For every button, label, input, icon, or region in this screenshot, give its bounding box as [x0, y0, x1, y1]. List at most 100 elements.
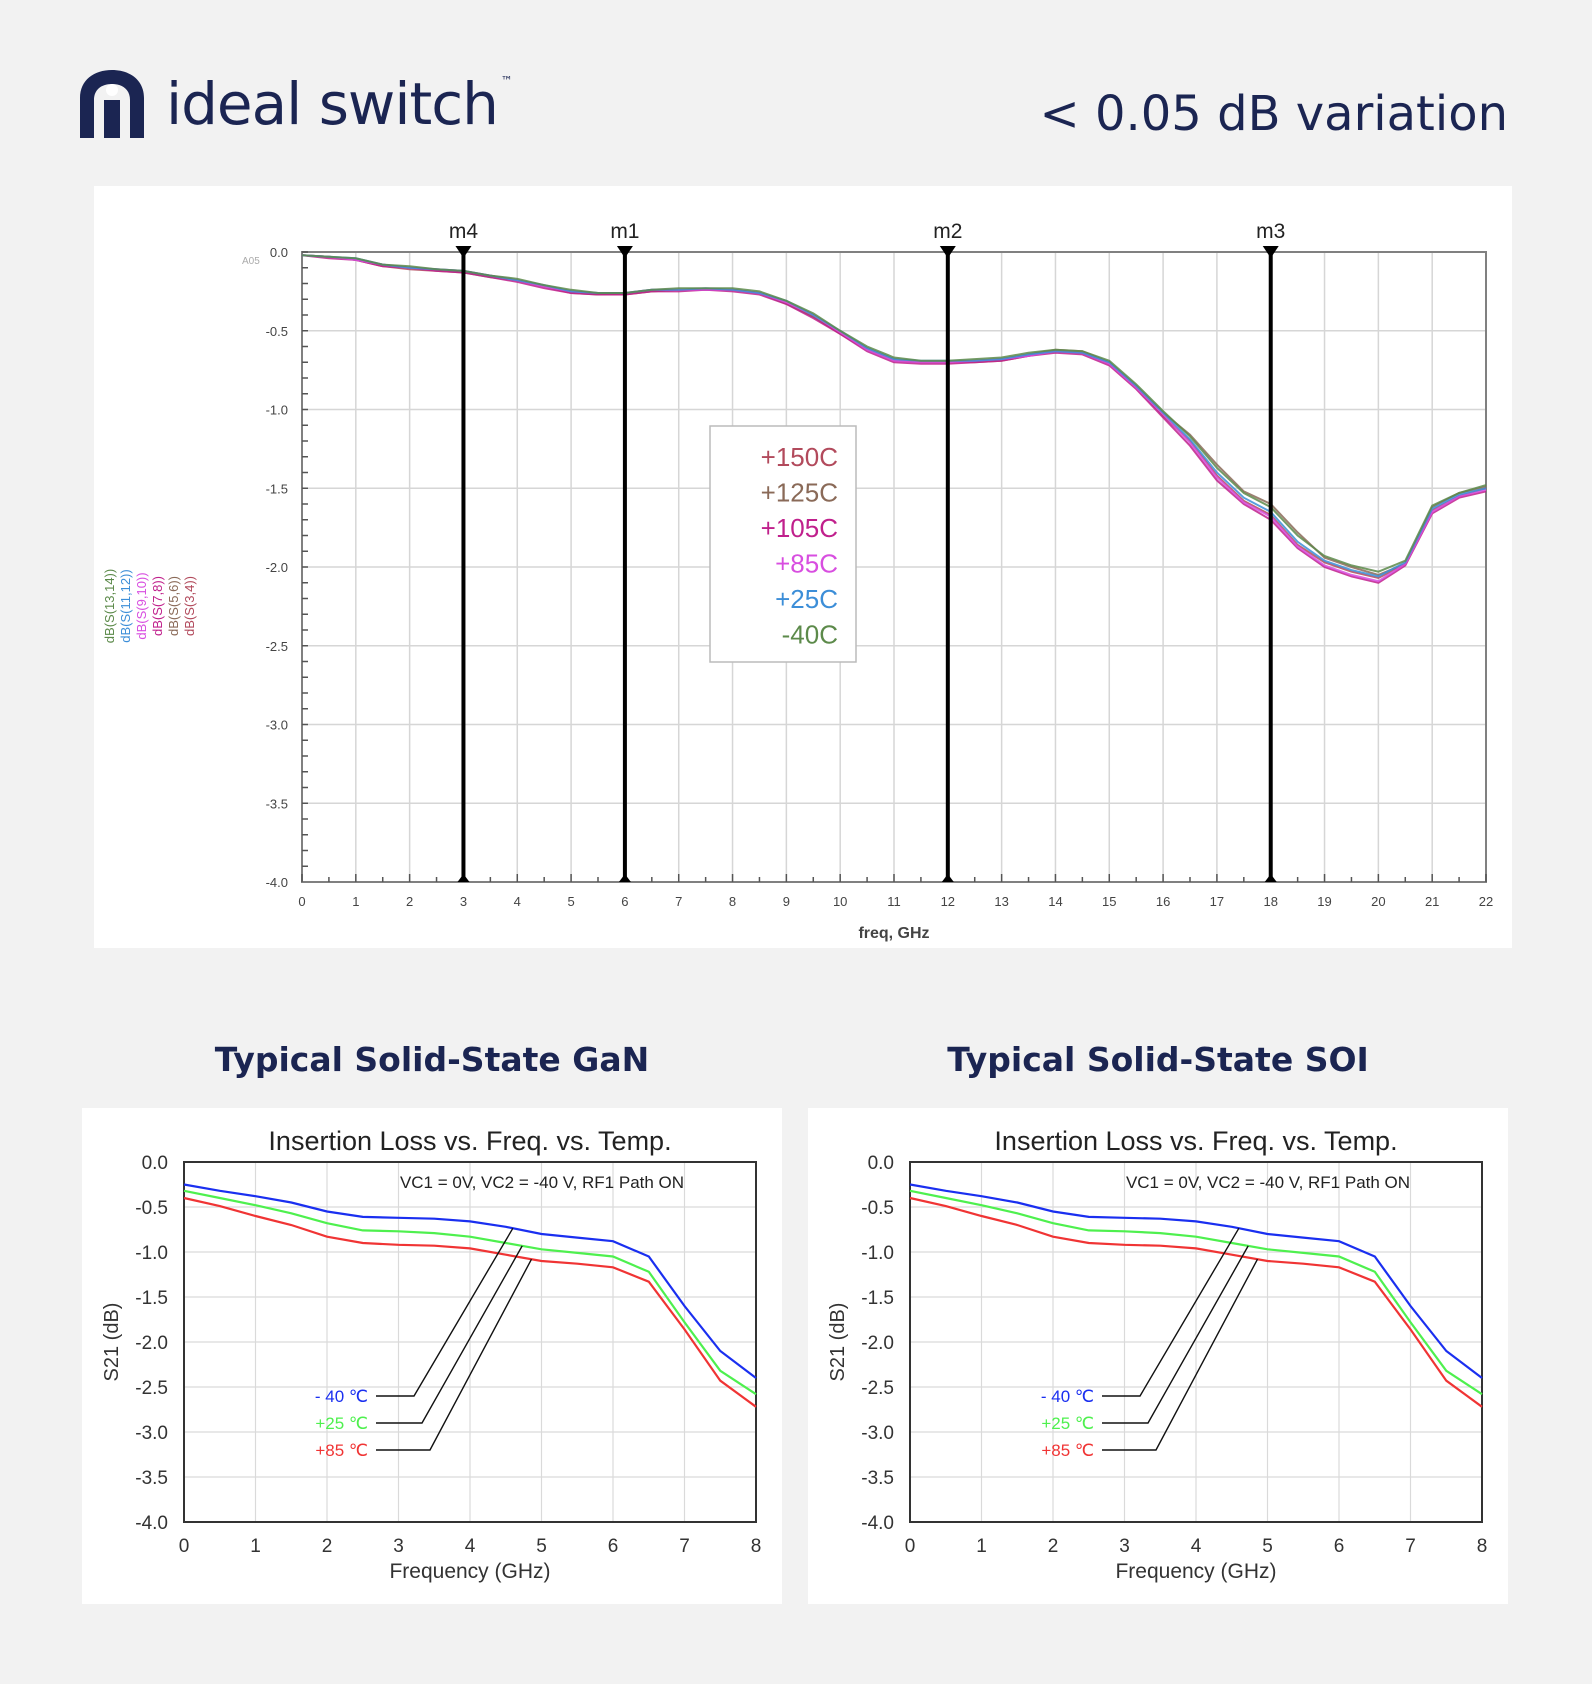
- main-y-series-label: dB(S(5,6)): [166, 576, 181, 636]
- main-y-tick-label: -2.5: [266, 639, 288, 654]
- legend-leader-line: [376, 1258, 533, 1451]
- y-tick-label: 0.0: [142, 1153, 168, 1174]
- soi-chart: Insertion Loss vs. Freq. vs. Temp. VC1 = …: [827, 1126, 1488, 1583]
- series-line: [909, 1196, 1483, 1408]
- main-legend-entry: +150C: [761, 442, 838, 472]
- x-tick-label: 0: [179, 1536, 190, 1557]
- x-tick-label: 2: [1048, 1536, 1059, 1557]
- main-y-series-label: dB(S(7,8)): [150, 576, 165, 636]
- y-tick-label: -4.0: [861, 1513, 894, 1534]
- main-x-tick-label: 0: [298, 894, 305, 909]
- main-legend-entry: +105C: [761, 513, 838, 543]
- main-y-tick-label: -3.5: [266, 796, 288, 811]
- main-legend-entry: +125C: [761, 478, 838, 508]
- soi-section-title: Typical Solid-State SOI: [947, 1040, 1369, 1079]
- y-tick-label: -3.0: [135, 1423, 168, 1444]
- x-tick-label: 7: [679, 1536, 690, 1557]
- y-tick-label: -1.0: [861, 1243, 894, 1264]
- x-tick-label: 3: [1119, 1536, 1130, 1557]
- plot-frame: [183, 1161, 757, 1523]
- y-axis-label: S21 (dB): [827, 1303, 849, 1382]
- main-x-axis-label: freq, GHz: [858, 925, 929, 942]
- main-x-tick-label: 19: [1317, 894, 1331, 909]
- marker-label: m2: [933, 220, 962, 243]
- x-tick-label: 4: [465, 1536, 476, 1557]
- plot-frame: [909, 1161, 1483, 1523]
- marker-head: [455, 246, 472, 258]
- main-y-tick-label: -0.5: [266, 324, 288, 339]
- legend-label: +85 ℃: [1041, 1441, 1094, 1460]
- main-x-tick-label: 12: [941, 894, 955, 909]
- y-tick-label: -2.0: [135, 1333, 168, 1354]
- main-x-tick-label: 10: [833, 894, 847, 909]
- main-x-tick-label: 11: [887, 894, 901, 909]
- series-line: [183, 1189, 757, 1396]
- main-x-tick-label: 2: [406, 894, 413, 909]
- main-x-tick-label: 15: [1102, 894, 1116, 909]
- marker-foot: [1264, 874, 1277, 882]
- x-tick-label: 6: [608, 1536, 619, 1557]
- y-tick-label: -1.5: [861, 1288, 894, 1309]
- x-tick-label: 7: [1405, 1536, 1416, 1557]
- x-tick-label: 1: [250, 1536, 261, 1557]
- x-tick-label: 8: [1477, 1536, 1488, 1557]
- main-legend-box: [709, 425, 857, 663]
- marker-foot: [457, 874, 470, 882]
- main-corner-label: A05: [242, 256, 260, 267]
- y-axis-label: S21 (dB): [101, 1303, 123, 1382]
- main-x-tick-label: 7: [675, 894, 682, 909]
- y-tick-label: -3.0: [861, 1423, 894, 1444]
- marker-head: [616, 246, 633, 258]
- main-y-tick-label: 0.0: [270, 245, 288, 260]
- main-y-tick-label: -1.5: [266, 481, 288, 496]
- series-line: [909, 1189, 1483, 1396]
- legend-leader-line: [1102, 1258, 1259, 1451]
- main-x-tick-label: 9: [783, 894, 790, 909]
- main-x-tick-label: 22: [1479, 894, 1493, 909]
- legend-label: +25 ℃: [1041, 1414, 1094, 1433]
- main-y-tick-label: -3.0: [266, 718, 288, 733]
- main-x-tick-label: 4: [514, 894, 521, 909]
- y-tick-label: -3.5: [861, 1468, 894, 1489]
- series-line: [909, 1183, 1483, 1379]
- main-x-tick-label: 8: [729, 894, 736, 909]
- main-y-series-label: dB(S(13,14)): [102, 569, 117, 643]
- marker-foot: [941, 874, 954, 882]
- x-axis-label: Frequency (GHz): [1115, 1560, 1276, 1583]
- x-tick-label: 4: [1191, 1536, 1202, 1557]
- main-y-tick-label: -4.0: [266, 875, 288, 890]
- y-tick-label: -1.0: [135, 1243, 168, 1264]
- x-tick-label: 0: [905, 1536, 916, 1557]
- series-line: [183, 1183, 757, 1379]
- y-tick-label: 0.0: [868, 1153, 894, 1174]
- y-tick-label: -4.0: [135, 1513, 168, 1534]
- chart-title: Insertion Loss vs. Freq. vs. Temp.: [268, 1126, 671, 1156]
- y-tick-label: -2.5: [135, 1378, 168, 1399]
- gan-chart: Insertion Loss vs. Freq. vs. Temp. VC1 = …: [101, 1126, 762, 1583]
- headline: < 0.05 dB variation: [1039, 86, 1508, 142]
- brand-name-text: ideal switch: [166, 70, 499, 138]
- y-tick-label: -0.5: [861, 1198, 894, 1219]
- main-x-tick-label: 17: [1210, 894, 1224, 909]
- legend-leader-line: [376, 1245, 523, 1424]
- x-tick-label: 6: [1334, 1536, 1345, 1557]
- main-x-tick-label: 1: [352, 894, 359, 909]
- chart-subtitle: VC1 = 0V, VC2 = -40 V, RF1 Path ON: [400, 1173, 684, 1192]
- legend-leader-line: [1102, 1245, 1249, 1424]
- chart-title: Insertion Loss vs. Freq. vs. Temp.: [994, 1126, 1397, 1156]
- main-legend-entry: +25C: [775, 584, 838, 614]
- main-y-series-label: dB(S(11,12)): [118, 569, 133, 642]
- main-series-line: [301, 254, 1487, 573]
- legend-label: +85 ℃: [315, 1441, 368, 1460]
- main-x-tick-label: 20: [1371, 894, 1385, 909]
- legend-label: - 40 ℃: [315, 1387, 368, 1406]
- main-x-tick-label: 14: [1048, 894, 1062, 909]
- y-tick-label: -2.0: [861, 1333, 894, 1354]
- ideal-power-logo-icon: [80, 70, 144, 138]
- main-chart: 0 1 2 3 4 5 6 7 8 9 10 11 12 13 14 15 16 17 18 19 20 21 220.0-…: [102, 220, 1493, 942]
- main-x-tick-label: 3: [460, 894, 467, 909]
- main-chart-panel: 0 1 2 3 4 5 6 7 8 9 10 11 12 13 14 15 16 17 18 19 20 21 22 0.0-…: [94, 186, 1512, 948]
- x-tick-label: 8: [751, 1536, 762, 1557]
- marker-head: [939, 246, 956, 258]
- main-y-series-label: dB(S(9,10)): [134, 572, 149, 639]
